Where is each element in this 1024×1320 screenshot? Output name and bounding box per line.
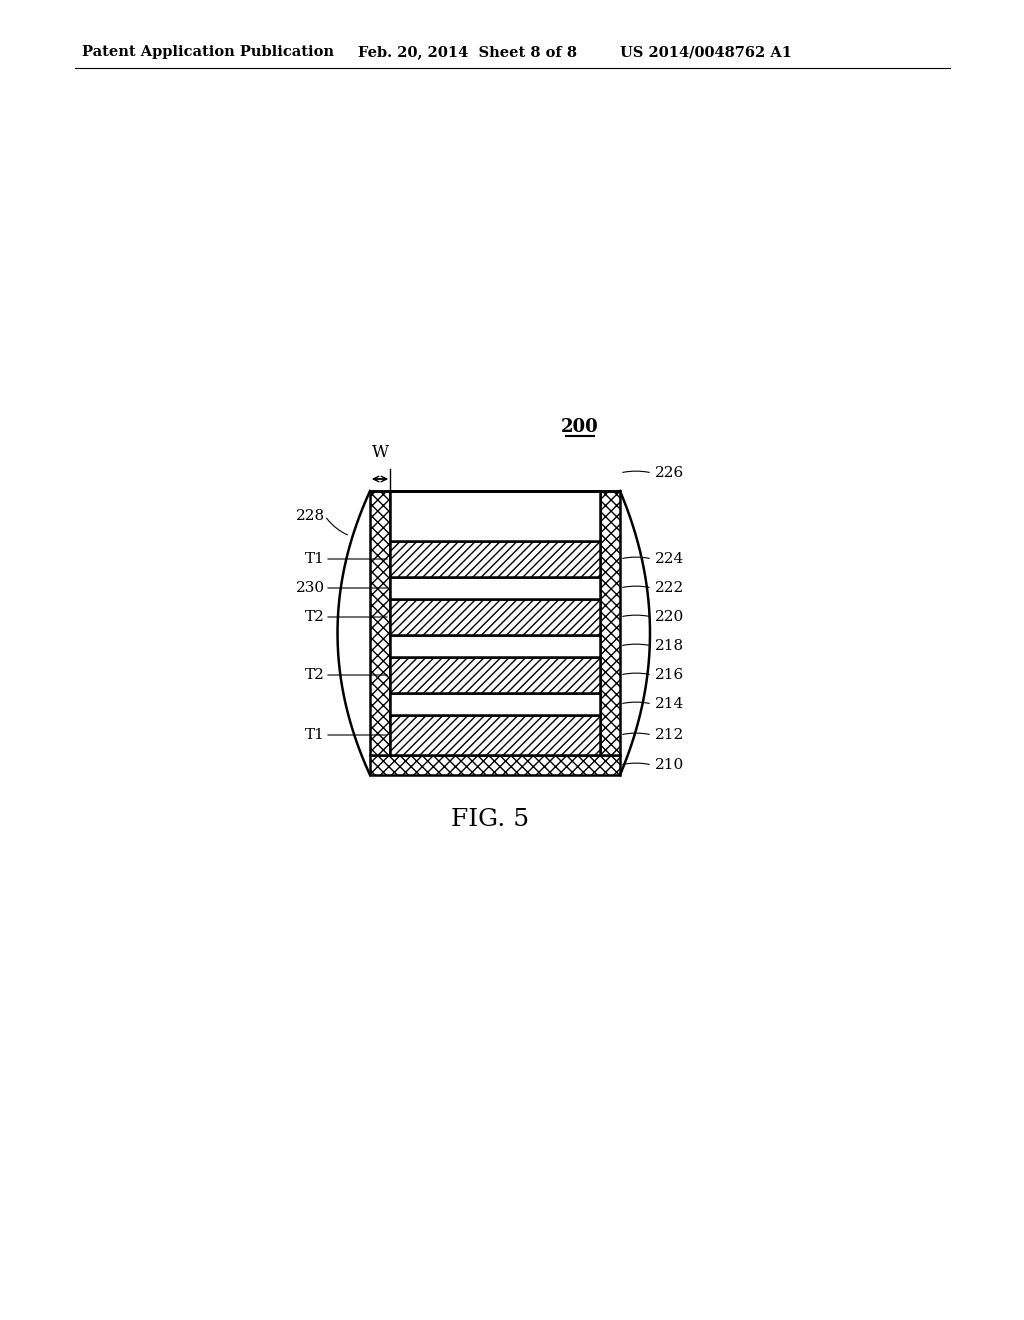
Text: 216: 216 [655,668,684,682]
Text: 218: 218 [655,639,684,653]
Bar [390,541,600,577]
Text: 230: 230 [296,581,325,595]
Bar [390,491,600,541]
Text: 222: 222 [655,581,684,595]
Text: Feb. 20, 2014  Sheet 8 of 8: Feb. 20, 2014 Sheet 8 of 8 [358,45,577,59]
Bar [390,657,600,693]
Bar [370,491,390,755]
Text: T2: T2 [305,668,325,682]
Bar [390,599,600,635]
Bar [370,491,390,755]
Text: Patent Application Publication: Patent Application Publication [82,45,334,59]
Bar [390,599,600,635]
Text: T2: T2 [305,610,325,624]
Bar [390,577,600,599]
Text: 212: 212 [655,729,684,742]
Text: 200: 200 [561,418,599,436]
Bar [600,491,620,755]
Text: W: W [372,444,388,461]
Text: T1: T1 [305,552,325,566]
Text: T1: T1 [305,729,325,742]
Text: 224: 224 [655,552,684,566]
Polygon shape [338,491,650,775]
Bar [370,755,620,775]
Bar [370,755,620,775]
Bar [390,715,600,755]
Bar [390,715,600,755]
Bar [390,657,600,693]
Bar [390,693,600,715]
Text: FIG. 5: FIG. 5 [451,808,529,832]
Bar [390,635,600,657]
Text: 226: 226 [655,466,684,480]
Text: 214: 214 [655,697,684,711]
Bar [600,491,620,755]
Text: 228: 228 [296,510,325,523]
Text: US 2014/0048762 A1: US 2014/0048762 A1 [620,45,792,59]
Text: 220: 220 [655,610,684,624]
Bar [390,541,600,577]
Text: 210: 210 [655,758,684,772]
